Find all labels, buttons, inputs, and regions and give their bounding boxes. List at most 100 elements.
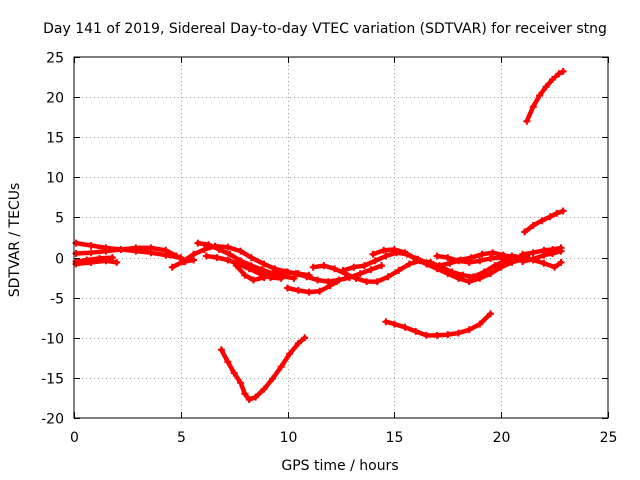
data-point [226,250,234,258]
data-point [444,331,452,339]
data-point [217,346,225,354]
data-point [390,320,398,328]
data-point [202,252,210,260]
series-arc-13 [433,252,565,271]
data-point [224,243,232,251]
data-point [476,257,484,265]
data-point [290,274,298,282]
data-point [87,242,95,249]
data-point [331,265,339,273]
data-point [194,239,202,247]
data-point [260,274,268,282]
data-point [168,263,176,271]
data-point [557,244,565,252]
data-point [237,379,245,387]
data-point [190,250,198,258]
data-point [245,265,253,273]
series-arc-9 [284,278,341,296]
series-arc-19 [382,310,494,339]
data-point [102,257,110,265]
data-point [523,117,531,125]
data-point [378,262,386,270]
data-point [309,263,317,271]
data-point [333,278,341,286]
data-point [551,263,559,271]
data-point [269,375,277,383]
axis-ticks: 0 5 10 15 20 25 -20 -15 -10 -5 0 5 10 15 20 25 [41,51,617,447]
data-point [476,320,484,328]
series-arc-8 [232,262,386,286]
data-point [446,259,454,267]
data-point [395,266,403,274]
data-point [455,274,462,282]
y-tick-label: 5 [55,211,64,227]
data-point [286,350,294,358]
y-axis-label: SDTVAR / TECUs [7,183,23,298]
series-arc-17 [523,67,567,125]
data-point [369,250,377,258]
chart-title: Day 141 of 2019, Sidereal Day-to-day VTE… [43,21,607,37]
data-point [316,287,324,295]
data-point [489,249,497,257]
data-point [294,286,302,294]
data-point [384,273,392,281]
data-point [390,246,398,253]
data-point [271,270,279,278]
data-point [294,339,302,347]
y-tick-label: -20 [41,412,64,428]
series-arc-16 [521,207,567,236]
y-tick-label: 25 [46,51,64,67]
data-point [433,331,441,339]
data-point [422,331,430,339]
data-point [301,334,309,342]
y-tick-label: -10 [41,332,64,348]
data-point [350,263,358,271]
data-point [487,254,494,262]
data-point [363,278,371,286]
data-point [555,70,563,78]
data-point [433,265,441,273]
data-point [305,288,313,296]
data-point [215,246,223,253]
series-arc-15 [519,244,565,258]
data-point [173,252,180,260]
data-point [478,250,486,258]
data-point [380,246,388,254]
series-arc-12 [369,246,527,286]
data-point [237,247,245,255]
data-point [132,244,140,252]
y-tick-label: 15 [46,131,64,147]
data-point [382,318,390,326]
data-point [553,209,561,217]
x-tick-label: 20 [493,430,511,446]
data-point [549,246,556,253]
data-point [339,266,347,274]
data-point [249,276,257,284]
x-tick-label: 5 [177,430,186,446]
data-point [356,270,364,278]
data-point [352,274,360,282]
data-point [465,278,473,286]
y-tick-label: -15 [41,372,64,388]
data-point [497,254,505,262]
data-point [559,207,567,215]
y-tick-label: 10 [46,171,64,187]
data-point [546,213,554,221]
data-point [260,260,268,268]
data-point [245,396,253,403]
data-point [213,254,221,262]
data-point [87,258,95,266]
data-point [371,257,379,265]
data-point [529,255,537,263]
series-trace [73,245,196,264]
data-point [497,263,505,271]
data-point [113,258,121,266]
data-point [382,252,390,260]
data-point [277,274,285,282]
x-tick-label: 10 [280,430,298,446]
x-tick-label: 0 [70,430,79,446]
data-point [455,329,462,337]
data-point [422,260,430,268]
